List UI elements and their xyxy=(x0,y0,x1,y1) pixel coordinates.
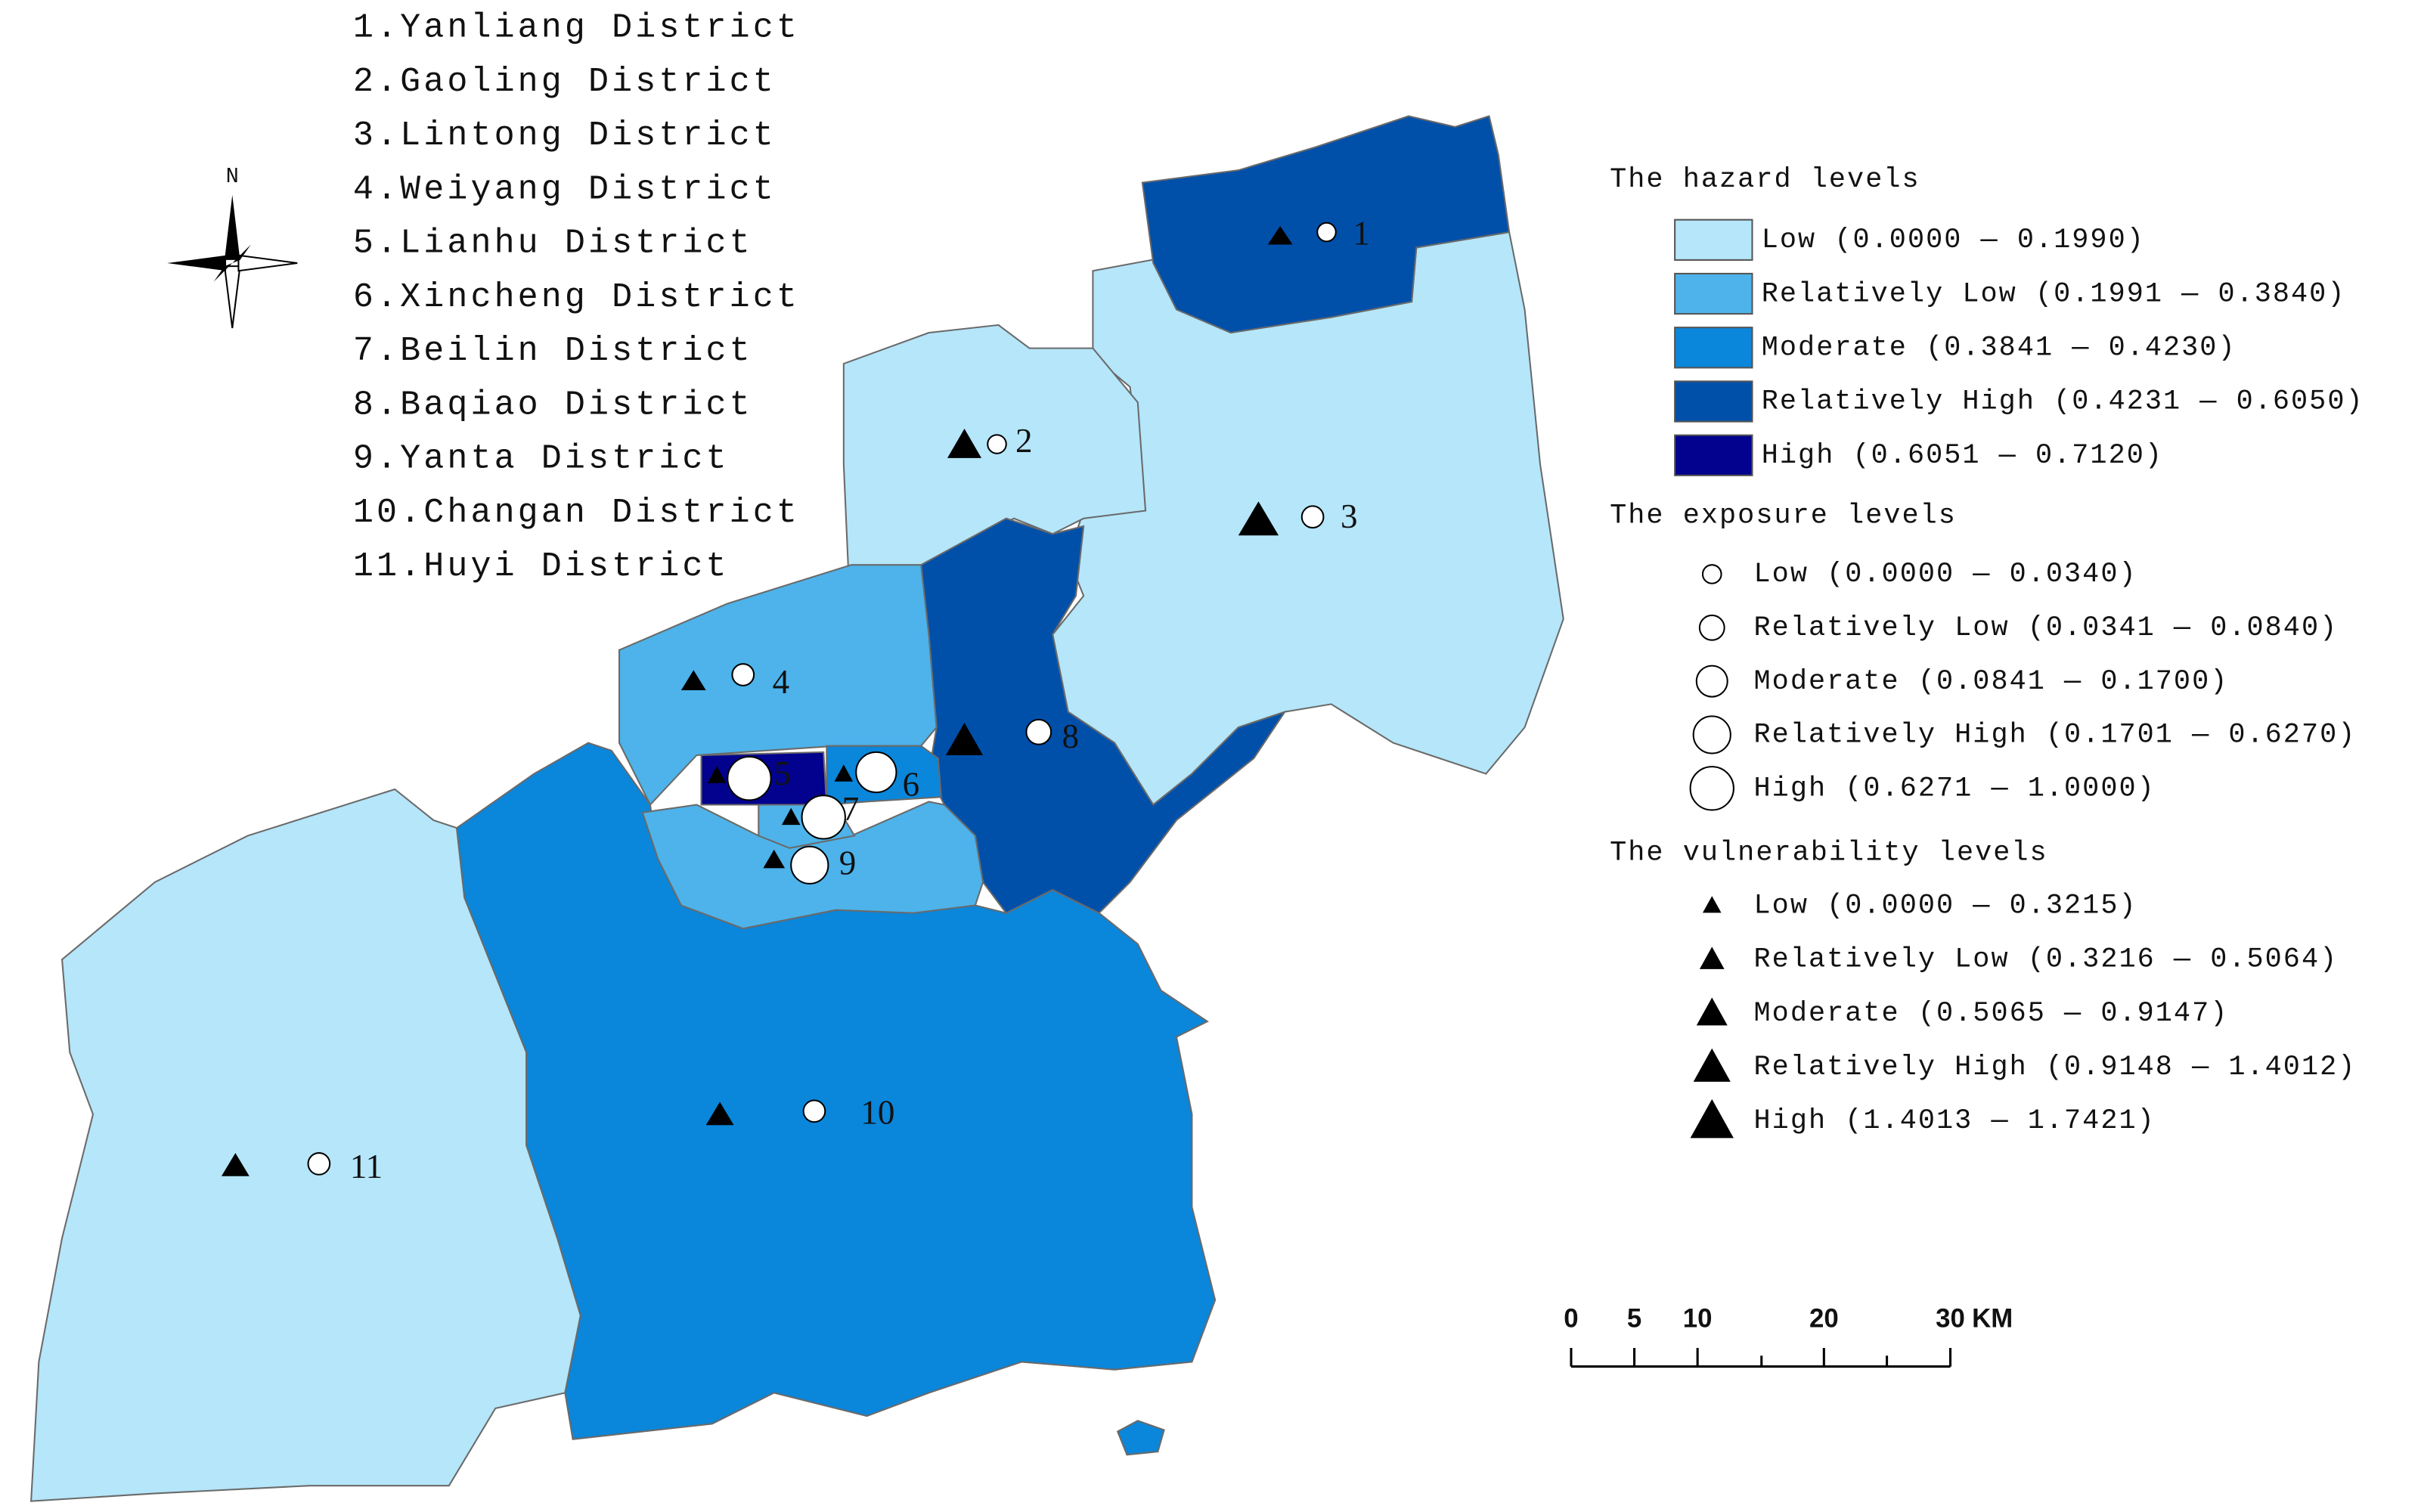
legend-title: The hazard levels xyxy=(1610,164,1920,196)
legend-label: Moderate (0.0841 — 0.1700) xyxy=(1754,666,2229,698)
legend-circle xyxy=(1689,766,1734,811)
vulnerability-marker xyxy=(834,764,854,782)
exposure-marker xyxy=(855,751,897,794)
exposure-marker xyxy=(790,845,829,885)
legend-label: High (0.6271 — 1.0000) xyxy=(1754,773,2156,805)
exposure-marker xyxy=(801,795,846,840)
district-name: 8.Baqiao District xyxy=(353,386,753,424)
vulnerability-marker xyxy=(1267,225,1293,245)
vulnerability-marker xyxy=(705,1101,734,1126)
district-name: 9.Yanta District xyxy=(353,440,730,479)
legend-label: Low (0.0000 — 0.0340) xyxy=(1754,559,2137,590)
exposure-marker xyxy=(802,1099,826,1123)
legend-triangle xyxy=(1699,947,1725,969)
district-10-islet xyxy=(1116,1420,1165,1456)
legend-circle xyxy=(1692,715,1731,754)
vulnerability-marker xyxy=(680,670,706,690)
scale-label: 20 xyxy=(1809,1303,1839,1333)
legend-triangle xyxy=(1690,1098,1734,1139)
scale-unit: KM xyxy=(1972,1303,2013,1333)
legend-label: Relatively Low (0.1991 — 0.3840) xyxy=(1762,278,2346,310)
vulnerability-marker xyxy=(707,766,727,783)
exposure-marker xyxy=(1300,505,1325,529)
vulnerability-marker xyxy=(763,849,786,869)
legend-swatch xyxy=(1674,218,1753,261)
legend-label: Low (0.0000 — 0.1990) xyxy=(1762,225,2145,256)
exposure-marker xyxy=(1025,718,1052,745)
legend-label: Relatively Low (0.3216 — 0.5064) xyxy=(1754,944,2339,976)
legend-label: Relatively High (0.9148 — 1.4012) xyxy=(1754,1052,2357,1083)
district-number: 1 xyxy=(1353,215,1370,253)
district-number: 6 xyxy=(903,765,920,803)
vulnerability-marker xyxy=(781,807,801,826)
legend-swatch xyxy=(1674,327,1753,369)
district-name: 1.Yanliang District xyxy=(353,9,800,48)
scale-label: 30 xyxy=(1936,1303,1965,1333)
legend-label: Low (0.0000 — 0.3215) xyxy=(1754,890,2137,922)
legend-circle xyxy=(1695,665,1728,698)
exposure-marker xyxy=(731,663,755,686)
exposure-marker xyxy=(1316,222,1337,243)
district-number: 5 xyxy=(774,754,792,792)
district-name: 2.Gaoling District xyxy=(353,63,777,101)
district-name: 5.Lianhu District xyxy=(353,225,753,263)
legend-circle xyxy=(1698,614,1725,641)
legend-label: Relatively High (0.4231 — 0.6050) xyxy=(1762,386,2364,418)
district-number: 7 xyxy=(842,790,860,828)
district-number: 9 xyxy=(839,844,857,882)
district-number: 3 xyxy=(1341,497,1358,535)
exposure-marker xyxy=(987,434,1007,454)
north-arrow xyxy=(167,194,298,329)
scale-label: 5 xyxy=(1627,1303,1641,1333)
district-number: 4 xyxy=(773,663,790,701)
north-label: N xyxy=(226,164,239,189)
district-name: 6.Xincheng District xyxy=(353,278,800,317)
legend-title: The exposure levels xyxy=(1610,500,1957,531)
district-polygons xyxy=(30,115,1564,1502)
legend-swatch xyxy=(1674,380,1753,423)
legend-label: High (1.4013 — 1.7421) xyxy=(1754,1105,2156,1137)
scale-label: 10 xyxy=(1683,1303,1713,1333)
map-symbols xyxy=(221,222,1337,1176)
legend-swatch xyxy=(1674,272,1753,315)
legend-triangle xyxy=(1693,1048,1731,1082)
vulnerability-marker xyxy=(945,722,984,755)
legend-label: Relatively High (0.1701 — 0.6270) xyxy=(1754,720,2357,751)
exposure-marker xyxy=(307,1152,331,1176)
district-number: 10 xyxy=(860,1093,894,1131)
district-name: 4.Weiyang District xyxy=(353,170,777,209)
vulnerability-marker xyxy=(221,1153,250,1176)
legend-circle xyxy=(1701,564,1722,584)
district-name: 7.Beilin District xyxy=(353,332,753,370)
exposure-marker xyxy=(727,756,772,801)
district-number: 2 xyxy=(1015,422,1033,460)
district-name: 3.Lintong District xyxy=(353,116,777,155)
legend-label: Relatively Low (0.0341 — 0.0840) xyxy=(1754,612,2339,644)
district-number: 8 xyxy=(1062,717,1079,755)
district-4 xyxy=(618,564,938,807)
vulnerability-marker xyxy=(1238,501,1279,536)
legend-triangle xyxy=(1702,896,1722,913)
legend-label: High (0.6051 — 0.7120) xyxy=(1762,440,2163,472)
district-number: 11 xyxy=(350,1148,383,1185)
legend-swatch xyxy=(1674,434,1753,476)
legend-triangle xyxy=(1696,997,1728,1026)
vulnerability-marker xyxy=(947,429,982,458)
legend-title: The vulnerability levels xyxy=(1610,838,2048,869)
legend-label: Moderate (0.5065 — 0.9147) xyxy=(1754,998,2229,1030)
district-name: 10.Changan District xyxy=(353,494,800,532)
scale-label: 0 xyxy=(1564,1303,1578,1333)
scale-bar xyxy=(1570,1348,1952,1368)
legend-label: Moderate (0.3841 — 0.4230) xyxy=(1762,333,2237,364)
district-name: 11.Huyi District xyxy=(353,547,730,586)
